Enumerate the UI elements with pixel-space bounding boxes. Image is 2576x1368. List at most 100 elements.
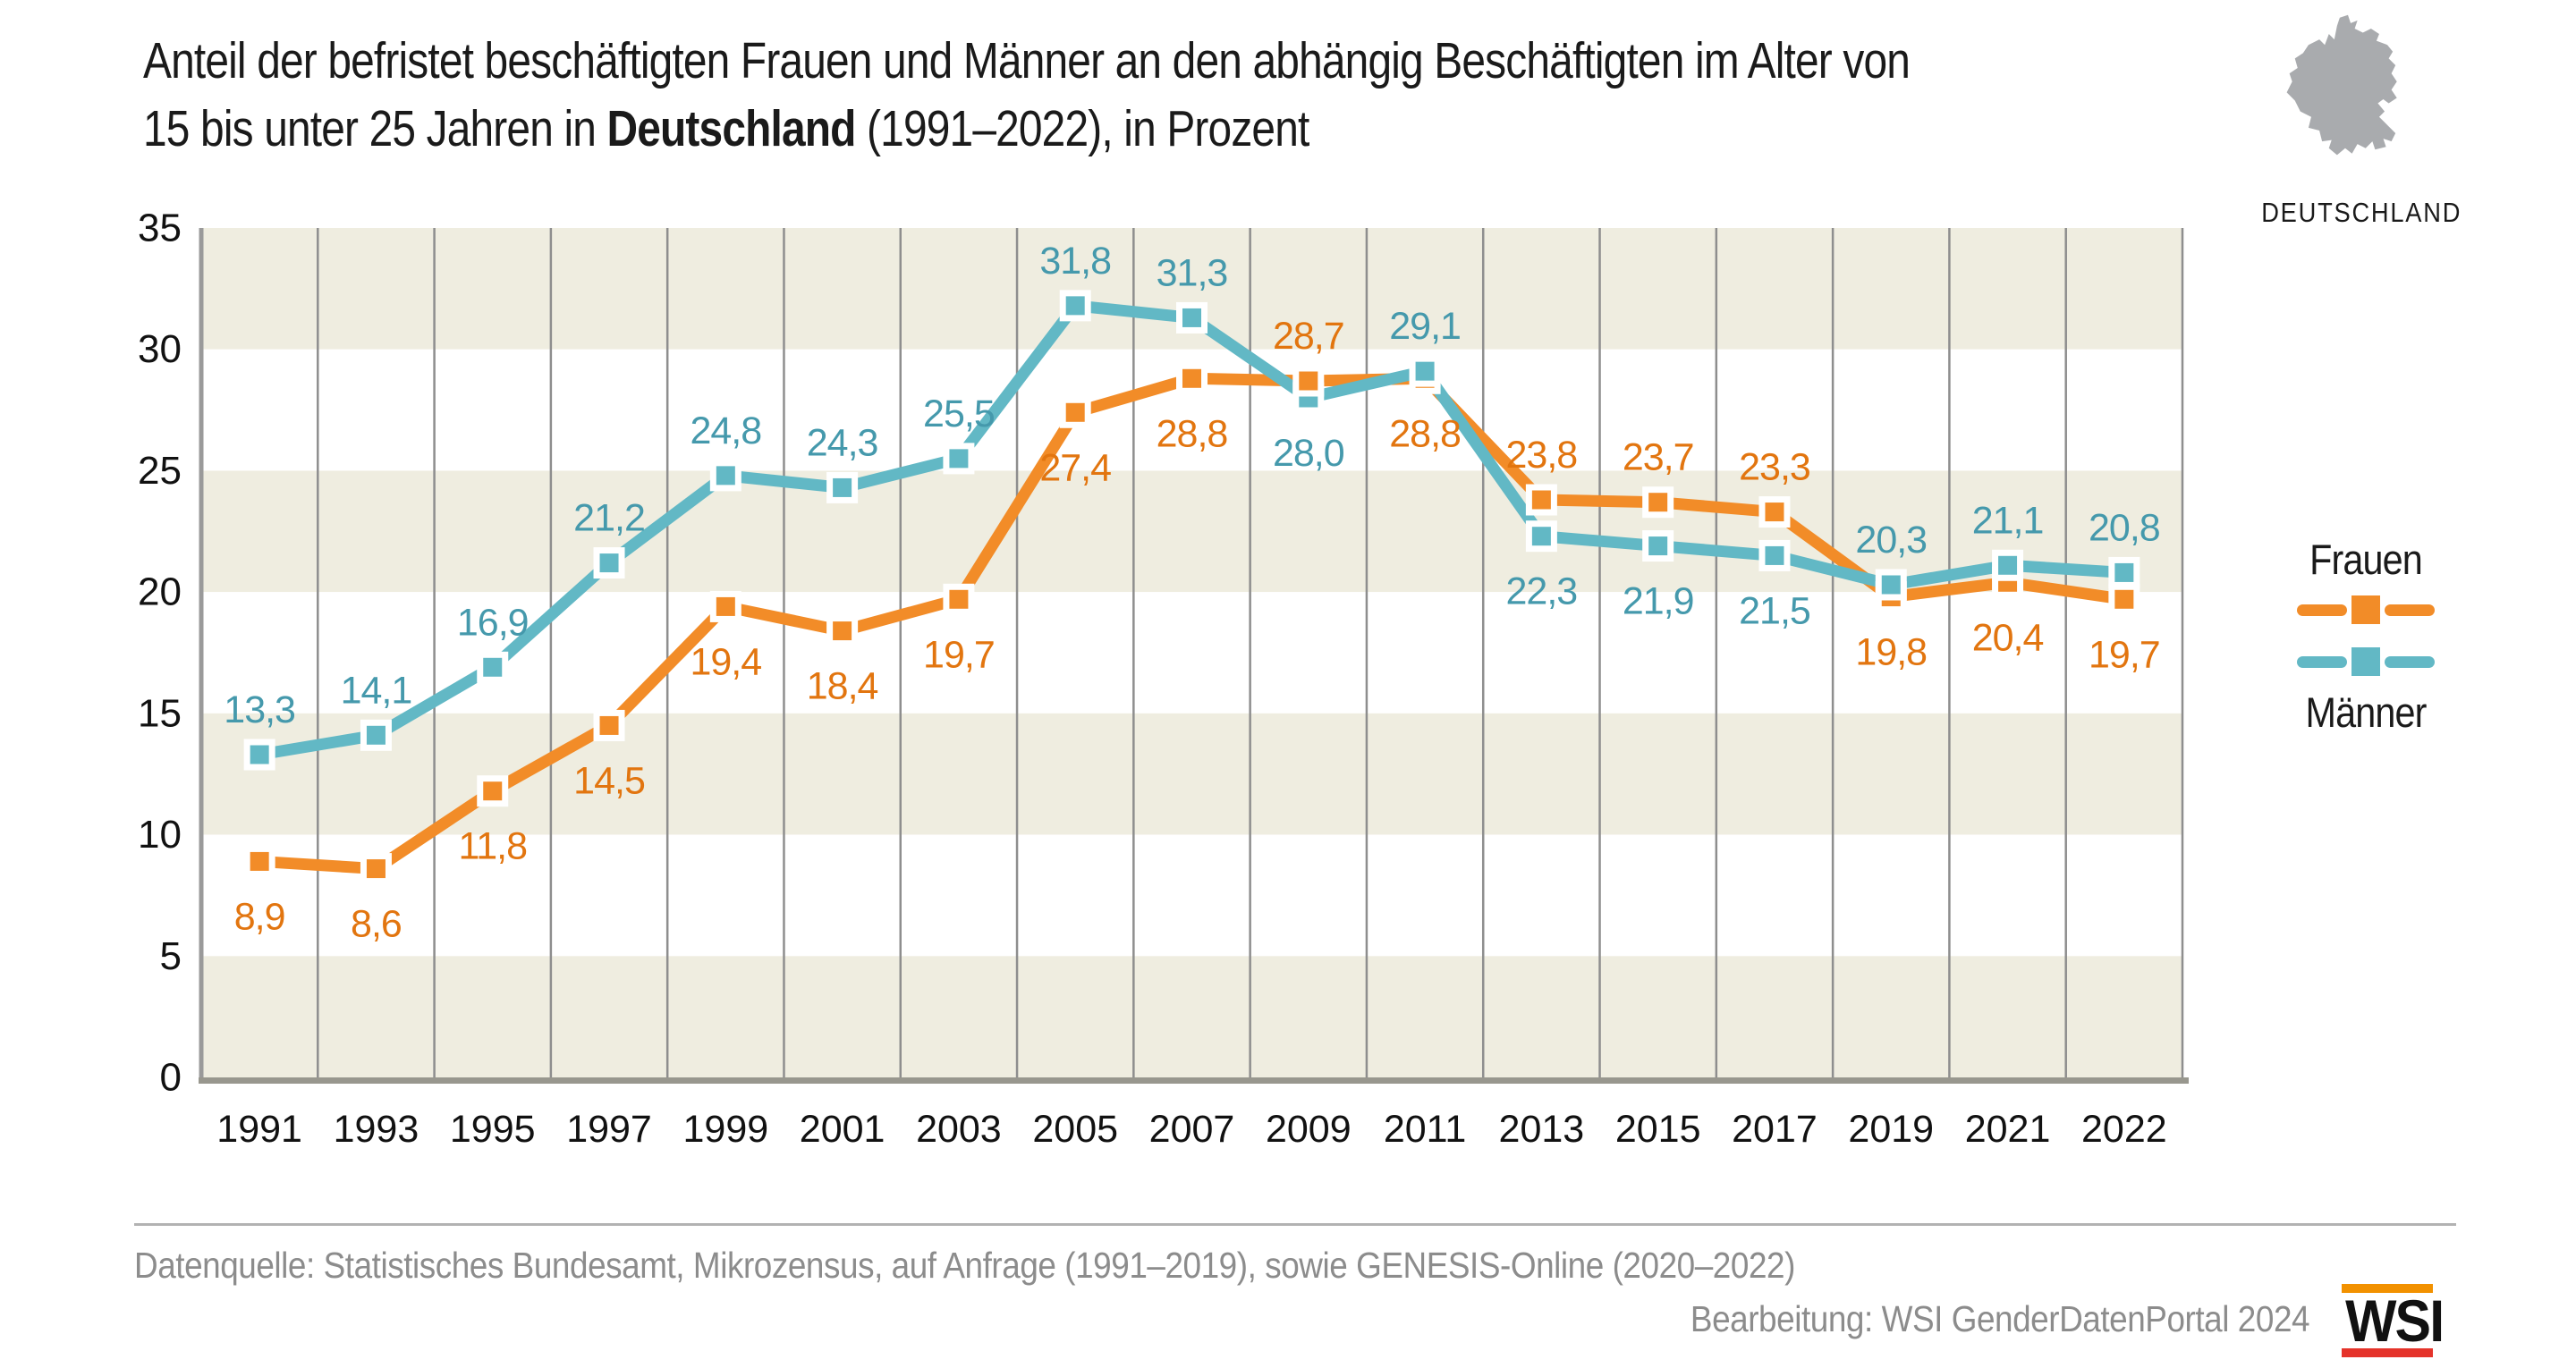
y-axis-tick-label: 35 bbox=[138, 207, 182, 250]
data-point-marker bbox=[243, 845, 275, 877]
chart-title-line2: 15 bis unter 25 Jahren in Deutschland (1… bbox=[143, 100, 1309, 157]
wsi-logo-orange-bar bbox=[2342, 1284, 2433, 1293]
legend-maenner-line-segment bbox=[2385, 655, 2435, 668]
data-point-marker bbox=[943, 443, 975, 475]
data-point-marker bbox=[1059, 290, 1091, 322]
data-point-marker bbox=[477, 651, 509, 683]
data-point-marker bbox=[1642, 530, 1674, 562]
legend-frauen-line-segment bbox=[2297, 604, 2347, 616]
data-point-marker bbox=[1875, 569, 1907, 601]
data-point-label: 21,9 bbox=[1623, 580, 1694, 623]
legend-frauen-label: Frauen bbox=[2309, 536, 2423, 583]
data-point-label: 21,1 bbox=[1972, 499, 2044, 542]
data-point-label: 29,1 bbox=[1389, 305, 1461, 348]
x-axis-tick-label: 2017 bbox=[1732, 1108, 1818, 1151]
data-point-marker bbox=[1409, 355, 1441, 387]
data-point-marker bbox=[2108, 583, 2140, 615]
x-axis-tick-label: 1993 bbox=[334, 1108, 419, 1151]
data-point-marker bbox=[1525, 520, 1557, 553]
y-axis-tick-label: 5 bbox=[160, 934, 182, 978]
x-axis-tick-label: 1991 bbox=[216, 1108, 302, 1151]
x-axis-tick-label: 2013 bbox=[1499, 1108, 1585, 1151]
x-axis-tick-label: 2001 bbox=[800, 1108, 886, 1151]
data-point-marker bbox=[2108, 556, 2140, 588]
data-point-label: 8,9 bbox=[234, 895, 285, 938]
legend-maenner-line-sample bbox=[2276, 636, 2455, 688]
x-axis-tick-label: 2021 bbox=[1965, 1108, 2051, 1151]
data-point-label: 23,7 bbox=[1623, 436, 1694, 479]
data-point-label: 21,5 bbox=[1739, 589, 1810, 632]
data-point-label: 28,8 bbox=[1389, 412, 1461, 455]
data-point-marker bbox=[360, 719, 392, 751]
legend-maenner-marker bbox=[2351, 647, 2380, 676]
wsi-logo-text: WSI bbox=[2345, 1288, 2445, 1354]
plot-band bbox=[201, 713, 2182, 835]
data-point-marker bbox=[709, 590, 741, 622]
data-point-label: 18,4 bbox=[807, 665, 878, 708]
x-axis-tick-label: 2005 bbox=[1032, 1108, 1118, 1151]
plot-band bbox=[201, 834, 2182, 957]
legend: Frauen Männer bbox=[2276, 535, 2455, 737]
data-point-label: 14,5 bbox=[573, 759, 645, 802]
x-axis-tick-label: 2003 bbox=[916, 1108, 1002, 1151]
data-point-marker bbox=[1642, 486, 1674, 519]
data-point-marker bbox=[593, 547, 625, 579]
y-axis-tick-label: 30 bbox=[138, 327, 182, 371]
germany-map-icon bbox=[2286, 14, 2397, 156]
wsi-logo-red-bar bbox=[2342, 1348, 2433, 1357]
data-point-label: 19,4 bbox=[690, 640, 761, 683]
data-point-marker bbox=[1176, 362, 1208, 394]
x-axis-tick-label: 2019 bbox=[1848, 1108, 1934, 1151]
x-axis-tick-label: 1997 bbox=[566, 1108, 652, 1151]
data-point-label: 27,4 bbox=[1039, 446, 1111, 489]
data-point-marker bbox=[1292, 365, 1325, 397]
legend-frauen-line-segment bbox=[2385, 604, 2435, 616]
plot-band bbox=[201, 956, 2182, 1077]
data-point-marker bbox=[709, 460, 741, 492]
x-axis-tick-label: 2011 bbox=[1384, 1108, 1466, 1151]
data-point-label: 28,0 bbox=[1273, 432, 1344, 475]
data-point-marker bbox=[826, 471, 859, 503]
data-point-label: 20,4 bbox=[1972, 616, 2044, 659]
y-axis-tick-label: 15 bbox=[138, 691, 182, 735]
data-point-label: 31,8 bbox=[1039, 240, 1111, 283]
data-point-marker bbox=[1059, 396, 1091, 428]
data-point-marker bbox=[593, 709, 625, 741]
data-point-label: 19,7 bbox=[2089, 633, 2160, 676]
chart-title-bold-region: Deutschland bbox=[606, 100, 857, 157]
footer-divider bbox=[134, 1223, 2456, 1226]
data-point-label: 24,8 bbox=[690, 410, 761, 452]
legend-maenner-line-segment bbox=[2297, 655, 2347, 668]
data-point-label: 20,8 bbox=[2089, 506, 2160, 549]
credit-text: Bearbeitung: WSI GenderDatenPortal 2024 bbox=[1690, 1298, 2310, 1339]
data-point-label: 22,3 bbox=[1506, 570, 1578, 613]
legend-maenner-label: Männer bbox=[2305, 688, 2428, 736]
chart-title-line1: Anteil der befristet beschäftigten Fraue… bbox=[143, 32, 1911, 89]
data-point-label: 19,7 bbox=[923, 633, 995, 676]
data-point-marker bbox=[1176, 301, 1208, 334]
data-point-marker bbox=[943, 583, 975, 615]
data-source-text: Datenquelle: Statistisches Bundesamt, Mi… bbox=[134, 1245, 1795, 1286]
data-point-marker bbox=[1992, 549, 2024, 581]
line-chart: 0 5 10 15 20 25 30 35 1991 1993 1995 1997 1999 2001 20… bbox=[107, 206, 2218, 1185]
legend-frauen-line-sample bbox=[2276, 584, 2455, 636]
x-axis-tick-label: 1995 bbox=[450, 1108, 536, 1151]
data-point-label: 16,9 bbox=[457, 601, 529, 644]
y-axis-tick-label: 20 bbox=[138, 570, 182, 614]
data-point-label: 24,3 bbox=[807, 421, 878, 464]
data-point-label: 8,6 bbox=[351, 903, 402, 946]
x-axis-tick-label: 2022 bbox=[2081, 1108, 2167, 1151]
data-point-label: 28,8 bbox=[1157, 412, 1228, 455]
data-point-marker bbox=[1758, 496, 1791, 528]
x-axis-tick-label: 2009 bbox=[1266, 1108, 1352, 1151]
brand-block: DEUTSCHLAND bbox=[2250, 7, 2460, 229]
line-chart-canvas: 0 5 10 15 20 25 30 35 1991 1993 1995 1997 1999 2001 20… bbox=[138, 207, 2189, 1151]
data-point-label: 23,8 bbox=[1506, 434, 1578, 477]
data-point-label: 11,8 bbox=[458, 825, 527, 868]
data-point-marker bbox=[1525, 484, 1557, 516]
data-point-label: 20,3 bbox=[1855, 519, 1927, 562]
data-point-label: 13,3 bbox=[224, 688, 295, 731]
chart-title: Anteil der befristet beschäftigten Fraue… bbox=[143, 27, 2097, 163]
data-point-marker bbox=[1758, 539, 1791, 571]
